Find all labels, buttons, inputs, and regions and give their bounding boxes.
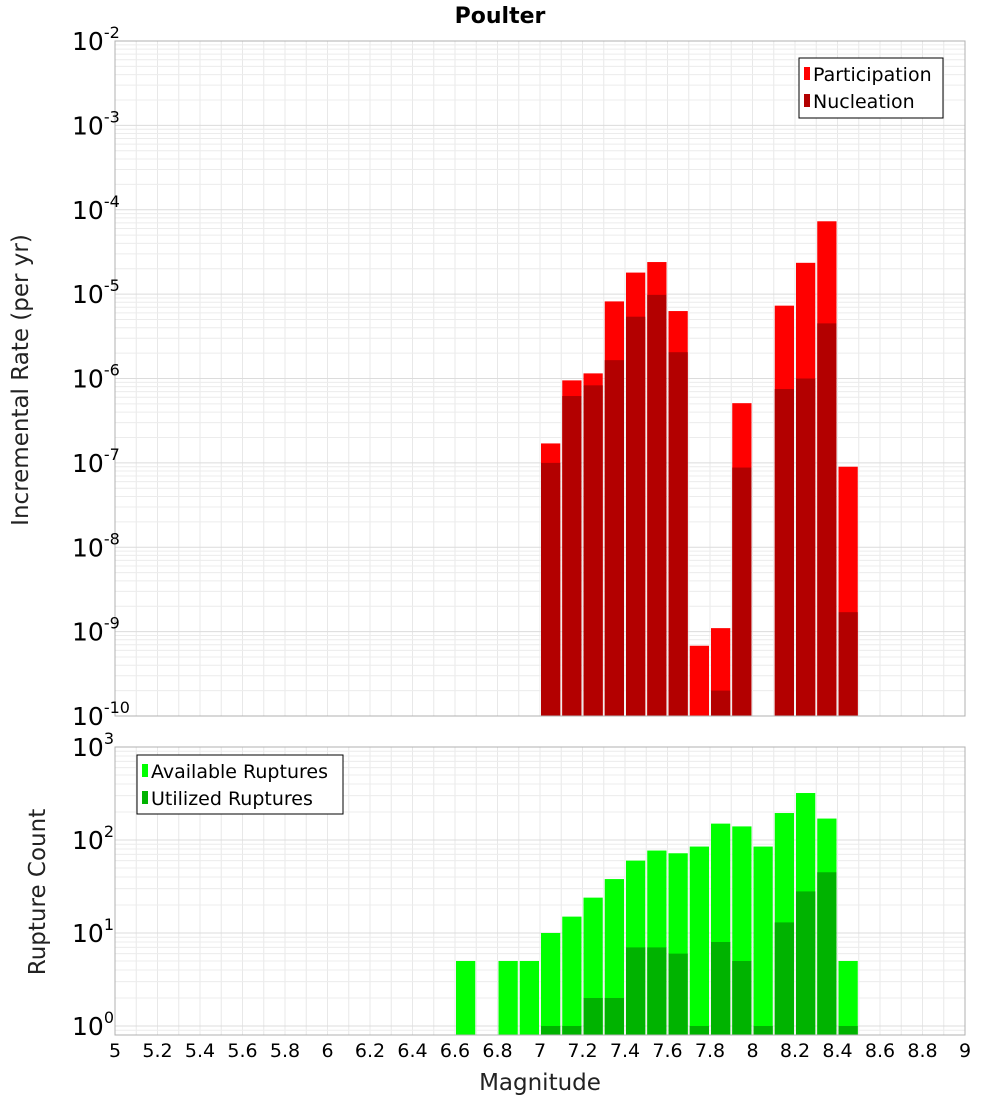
y-tick-label: 103: [72, 729, 114, 762]
legend-swatch: [804, 94, 810, 107]
bar: [456, 960, 476, 1035]
bar: [668, 352, 688, 716]
bar: [838, 960, 858, 1035]
x-tick-label: 6.6: [440, 1040, 470, 1062]
bar: [562, 396, 582, 716]
y-tick-label: 102: [72, 822, 114, 855]
legend: Participation Nucleation: [798, 57, 944, 119]
bar: [541, 932, 561, 1035]
plot-frame: [114, 40, 966, 717]
y-tick-label: 10-5: [72, 276, 120, 309]
bar: [817, 872, 837, 1035]
legend: Available Ruptures Utilized Ruptures: [136, 754, 344, 815]
bar: [689, 645, 709, 716]
bar: [647, 294, 667, 716]
x-tick-label: 8: [746, 1040, 758, 1062]
bar: [817, 323, 837, 716]
bar: [774, 389, 794, 716]
x-tick-label: 8.4: [822, 1040, 852, 1062]
x-tick-label: 5.6: [227, 1040, 257, 1062]
bar: [774, 922, 794, 1035]
bar: [689, 846, 709, 1035]
grid: [114, 41, 966, 717]
bar: [753, 1025, 773, 1035]
legend-swatch: [142, 791, 148, 804]
x-tick-label: 8.6: [865, 1040, 895, 1062]
x-tick-label: 6.2: [355, 1040, 385, 1062]
bar: [626, 316, 646, 716]
bar: [838, 1025, 858, 1035]
bar: [562, 1025, 582, 1035]
legend-label: Nucleation: [813, 91, 915, 113]
x-tick-label: 5.2: [142, 1040, 172, 1062]
bar: [668, 953, 688, 1035]
rate-panel: 10-2 10-3 10-4 10-5 10-6 10-7 10-8 10-9 10-10 Par…: [72, 23, 966, 731]
bar: [604, 997, 624, 1035]
bar: [541, 1025, 561, 1035]
bar: [732, 467, 752, 716]
legend-label: Available Ruptures: [151, 761, 328, 783]
y-tick-label: 10-9: [72, 614, 120, 647]
bar: [541, 462, 561, 716]
rate-y-axis-label: Incremental Rate (per yr): [8, 234, 34, 526]
legend-box: [136, 754, 344, 815]
count-y-axis-label: Rupture Count: [25, 809, 51, 975]
x-tick-label: 5.4: [185, 1040, 215, 1062]
bar: [753, 846, 773, 1035]
bar: [519, 960, 539, 1035]
x-tick-label: 5.8: [270, 1040, 300, 1062]
legend-swatch: [804, 67, 810, 80]
y-tick-label: 100: [72, 1008, 114, 1041]
bar: [498, 960, 518, 1035]
legend-label: Utilized Ruptures: [151, 788, 313, 810]
bar: [562, 916, 582, 1035]
y-tick-label: 10-6: [72, 361, 120, 394]
x-tick-label: 9: [959, 1040, 971, 1062]
y-tick-label: 10-8: [72, 529, 120, 562]
x-tick-label: 5: [109, 1040, 121, 1062]
x-tick-label: 7.4: [610, 1040, 640, 1062]
bar: [689, 1025, 709, 1035]
x-tick-label: 8.2: [780, 1040, 810, 1062]
legend-box: [798, 57, 944, 119]
x-tick-label: 7.2: [567, 1040, 597, 1062]
x-tick-label: 8.8: [907, 1040, 937, 1062]
y-tick-label: 10-10: [72, 698, 130, 731]
bar: [604, 360, 624, 716]
bar: [604, 879, 624, 1035]
y-tick-label: 10-7: [72, 445, 120, 478]
legend-label: Participation: [813, 64, 932, 86]
bar: [583, 997, 603, 1035]
x-tick-label: 6: [321, 1040, 333, 1062]
y-tick-label: 101: [72, 915, 114, 948]
bar: [711, 690, 731, 716]
bar: [838, 612, 858, 716]
x-tick-label: 7: [534, 1040, 546, 1062]
bar: [583, 385, 603, 716]
bar: [626, 947, 646, 1035]
bar: [796, 891, 816, 1035]
x-tick-label: 6.8: [482, 1040, 512, 1062]
y-tick-label: 10-2: [72, 23, 120, 56]
series-utilized-ruptures: [541, 872, 858, 1035]
bar: [796, 378, 816, 716]
bar: [732, 960, 752, 1035]
x-axis-label: Magnitude: [479, 1070, 601, 1096]
chart-title: Poulter: [455, 4, 546, 29]
x-tick-label: 7.6: [652, 1040, 682, 1062]
x-tick-label: 6.4: [397, 1040, 427, 1062]
series-nucleation: [541, 294, 858, 716]
x-tick-label: 7.8: [695, 1040, 725, 1062]
legend-swatch: [142, 764, 148, 777]
y-tick-label: 10-3: [72, 107, 120, 140]
bar: [711, 942, 731, 1035]
y-tick-label: 10-4: [72, 192, 120, 225]
bar: [647, 947, 667, 1035]
plot-frame: [114, 746, 966, 1036]
